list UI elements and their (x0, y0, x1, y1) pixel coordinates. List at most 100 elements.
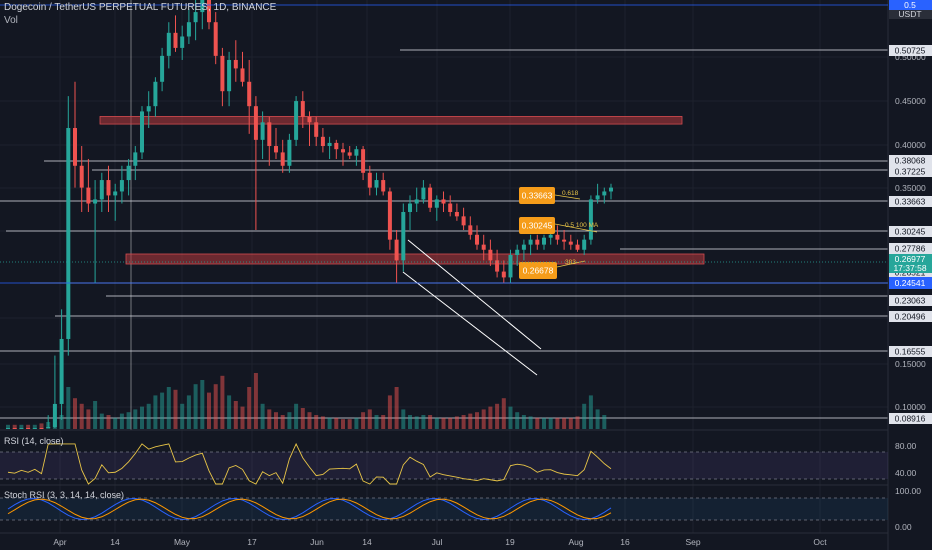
fib-label-0382: 383 (565, 259, 576, 266)
volume-bar (521, 415, 526, 429)
candles (6, 0, 613, 429)
candle-body (461, 216, 466, 226)
volume-bar (387, 395, 392, 429)
time-tick-label: 14 (110, 537, 120, 547)
volume-bar (19, 424, 24, 429)
candle-body (119, 180, 124, 192)
volume-bar (361, 412, 366, 429)
level-badge (889, 196, 932, 207)
candle-body (260, 122, 265, 140)
rsi-label[interactable]: RSI (14, close) (4, 436, 64, 446)
fib-box-0618 (519, 187, 555, 204)
candle-body (253, 106, 258, 140)
time-tick-label: May (174, 537, 191, 547)
volume-bar (153, 395, 158, 429)
candle-body (347, 152, 352, 156)
price-tick-label: 0.15000 (895, 359, 926, 369)
candle-body (515, 249, 520, 255)
volume-bar (119, 413, 124, 429)
price-tick-label: 0.10000 (895, 402, 926, 412)
indicator-axis: 80.00 40.00 100.00 0.00 (895, 441, 921, 532)
candle-body (52, 403, 57, 427)
volume-bar (555, 417, 560, 429)
volume-bar (428, 415, 433, 429)
volume-bar (126, 412, 131, 429)
time-tick-label: Jun (310, 537, 324, 547)
candle-body (575, 244, 580, 250)
volume-bar (6, 424, 10, 429)
volume-bar (93, 401, 98, 429)
volume-bar (73, 398, 77, 429)
candle-body (46, 426, 51, 428)
candle-body (568, 241, 573, 245)
candle-body (508, 254, 513, 278)
candle-body (448, 203, 453, 212)
candle-body (314, 122, 319, 137)
stoch-d-line (7, 498, 612, 520)
volume-bar (267, 409, 272, 429)
volume-bar (461, 415, 466, 429)
chart-header: Dogecoin / TetherUS PERPETUAL FUTURES, 1… (4, 2, 276, 26)
candle-body (153, 81, 158, 107)
volume-bar (227, 395, 232, 429)
candle-body (582, 239, 587, 250)
volume-bar (113, 417, 118, 429)
volume-bar (314, 415, 319, 429)
candle-body (99, 180, 104, 200)
candle-body (381, 180, 386, 192)
rsi-pane (0, 442, 888, 485)
resistance-zones (99, 116, 705, 265)
stoch-tick-100: 100.00 (895, 486, 921, 496)
candle-body (26, 428, 31, 429)
symbol-title[interactable]: Dogecoin / TetherUS PERPETUAL FUTURES, 1… (4, 2, 277, 13)
volume-bar (32, 424, 37, 429)
candle-body (488, 249, 493, 261)
volume-bar (448, 417, 453, 429)
time-tick-label: 19 (505, 537, 515, 547)
volume-bar (408, 415, 412, 429)
candle-body (354, 149, 359, 156)
candle-body (300, 101, 305, 117)
volume-bar (588, 395, 593, 429)
volume-bar (253, 373, 258, 429)
volume-bar (307, 412, 312, 429)
candle-body (240, 68, 245, 82)
top-marker-price: 0.5 (904, 0, 916, 10)
volume-bar (12, 424, 17, 429)
level-badge (889, 45, 932, 56)
volume-bar (160, 392, 165, 429)
time-tick-label: Jul (432, 537, 443, 547)
volume-bar (508, 406, 513, 429)
volume-bar (394, 387, 399, 429)
volume-bar (294, 403, 299, 429)
candle-body (542, 237, 546, 245)
stoch-rsi-pane (0, 497, 888, 521)
blue-level-price: 0.24541 (895, 278, 926, 288)
candle-body (200, 0, 205, 13)
volume-bar (247, 387, 252, 429)
volume-bar (260, 403, 265, 429)
candle-body (59, 338, 64, 404)
volume-bar (334, 417, 339, 429)
candle-body (548, 234, 553, 238)
volume-label[interactable]: Vol (4, 15, 18, 26)
top-marker: 0.5 USDT (0, 0, 932, 19)
volume-bar (193, 384, 198, 429)
candle-body (361, 149, 366, 173)
volume-bar (501, 398, 506, 429)
time-tick-label: 14 (362, 537, 372, 547)
volume-bar (515, 412, 520, 429)
volume-bar (300, 408, 305, 429)
candle-body (428, 187, 433, 208)
candle-body (481, 244, 486, 250)
volume-bar (595, 409, 600, 429)
level-badge (889, 413, 932, 424)
stoch-rsi-label[interactable]: Stoch RSI (3, 3, 14, 14, close) (4, 490, 125, 500)
candle-body (267, 122, 272, 147)
volume-bar (401, 409, 406, 429)
volume-bar (468, 413, 473, 429)
volume-bar (66, 387, 71, 429)
fib-price-0618: 0.33663 (522, 191, 553, 201)
volume-bar (213, 384, 218, 429)
